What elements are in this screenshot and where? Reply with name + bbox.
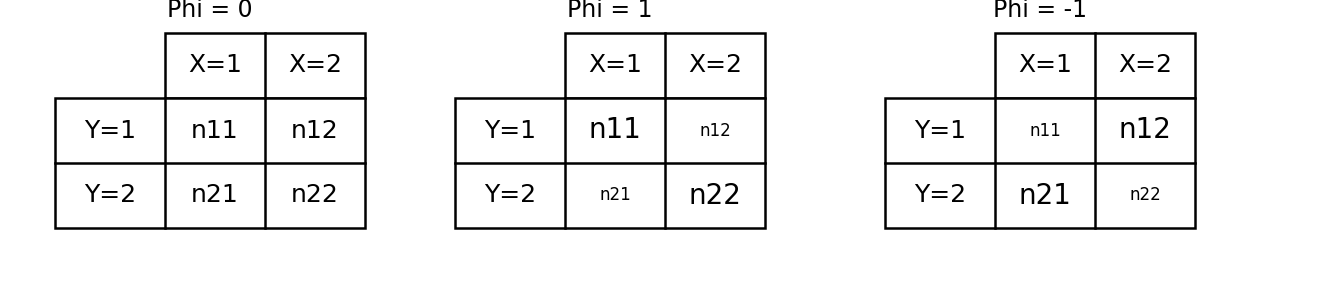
Text: X=2: X=2 bbox=[688, 54, 742, 77]
Text: X=1: X=1 bbox=[188, 54, 242, 77]
Text: n12: n12 bbox=[1118, 117, 1172, 145]
Text: n21: n21 bbox=[1019, 181, 1071, 209]
Text: Y=2: Y=2 bbox=[83, 183, 136, 207]
Text: n21: n21 bbox=[191, 183, 239, 207]
Text: n22: n22 bbox=[292, 183, 339, 207]
Bar bbox=[165, 33, 366, 98]
Text: Y=2: Y=2 bbox=[914, 183, 966, 207]
Text: Phi = 1: Phi = 1 bbox=[567, 0, 653, 22]
Text: Phi = -1: Phi = -1 bbox=[993, 0, 1087, 22]
Text: n12: n12 bbox=[292, 118, 339, 143]
Text: Phi = 0: Phi = 0 bbox=[167, 0, 253, 22]
Text: X=1: X=1 bbox=[1017, 54, 1073, 77]
Text: Y=2: Y=2 bbox=[484, 183, 536, 207]
Text: Y=1: Y=1 bbox=[484, 118, 536, 143]
Text: Y=1: Y=1 bbox=[85, 118, 136, 143]
Text: n21: n21 bbox=[599, 187, 630, 204]
Text: n12: n12 bbox=[699, 122, 731, 139]
Bar bbox=[55, 98, 366, 228]
Text: n11: n11 bbox=[1030, 122, 1060, 139]
Text: n22: n22 bbox=[1129, 187, 1161, 204]
Text: X=1: X=1 bbox=[589, 54, 642, 77]
Bar bbox=[884, 98, 1195, 228]
Bar bbox=[995, 33, 1195, 98]
Text: X=2: X=2 bbox=[288, 54, 341, 77]
Text: n11: n11 bbox=[191, 118, 239, 143]
Text: n11: n11 bbox=[589, 117, 641, 145]
Bar bbox=[564, 33, 765, 98]
Text: Y=1: Y=1 bbox=[914, 118, 966, 143]
Bar bbox=[456, 98, 765, 228]
Text: X=2: X=2 bbox=[1118, 54, 1172, 77]
Text: n22: n22 bbox=[688, 181, 742, 209]
